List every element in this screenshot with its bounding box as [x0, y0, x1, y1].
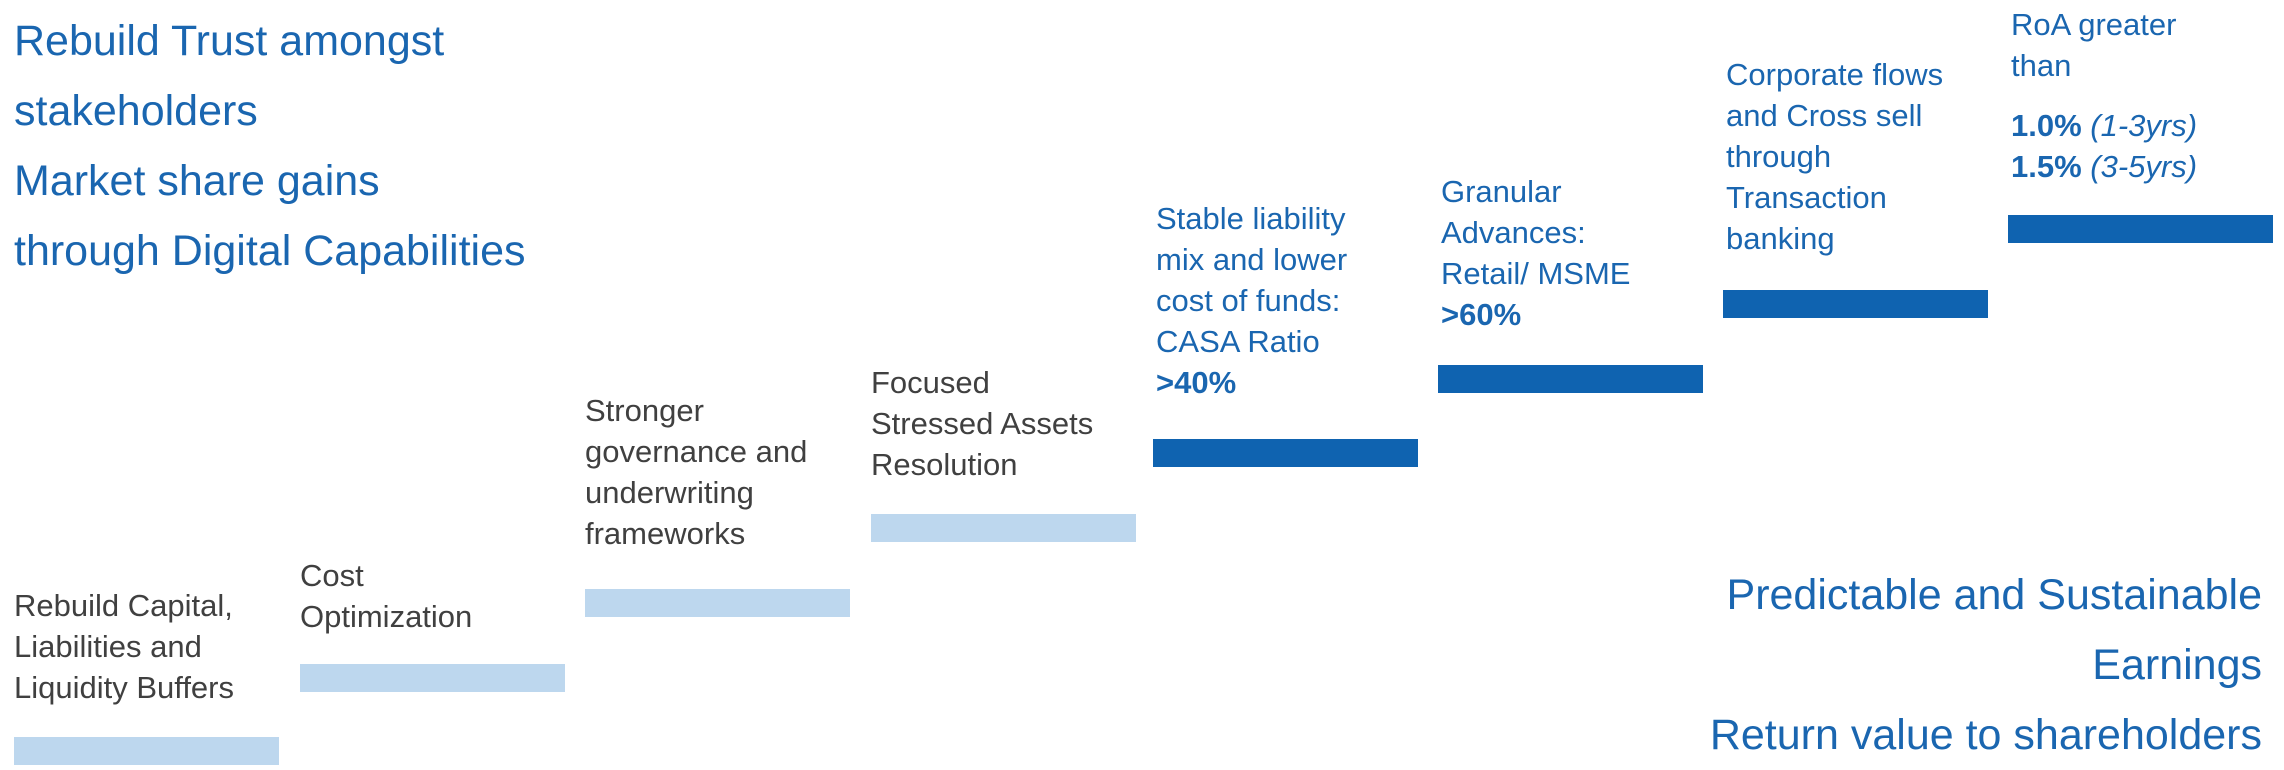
step-label-line: Liabilities and — [14, 629, 202, 664]
step-label-line: governance and — [585, 434, 808, 469]
step-label-line: and Cross sell — [1726, 98, 1923, 133]
headline-top: Rebuild Trust amongst stakeholders Marke… — [14, 6, 526, 286]
headline-top-line: through Digital Capabilities — [14, 227, 526, 275]
step-label-line: Corporate flows — [1726, 57, 1944, 92]
headline-bottom-line: Predictable and Sustainable — [1726, 571, 2262, 619]
headline-top-line: stakeholders — [14, 87, 258, 135]
step-bar — [1723, 290, 1988, 318]
step-label-line: Resolution — [871, 447, 1018, 482]
step-label-line: mix and lower — [1156, 242, 1348, 277]
headline-top-line: Market share gains — [14, 157, 380, 205]
step-label: Cost Optimization — [300, 555, 472, 637]
roa-target-period: (1-3yrs) — [2090, 108, 2198, 143]
step-label-line: than — [2011, 48, 2072, 83]
step-label: RoA greater than — [2011, 4, 2176, 86]
step-label-line: Cost — [300, 558, 364, 593]
roa-target: 1.5% (3-5yrs) — [2011, 146, 2197, 187]
roa-targets: 1.0% (1-3yrs) 1.5% (3-5yrs) — [2011, 105, 2197, 187]
step-label: Stronger governance and underwriting fra… — [585, 390, 807, 554]
headline-top-line: Rebuild Trust amongst — [14, 17, 445, 65]
roa-target-period: (3-5yrs) — [2090, 149, 2198, 184]
step-label-line: Transaction — [1726, 180, 1887, 215]
step-label-line: underwriting — [585, 475, 754, 510]
headline-bottom: Predictable and Sustainable Earnings Ret… — [1710, 560, 2262, 770]
step-label-line: Granular — [1441, 174, 1562, 209]
step-bar — [14, 737, 279, 765]
step-label-line: frameworks — [585, 516, 746, 551]
step-label-line: Optimization — [300, 599, 473, 634]
step-highlight: >60% — [1441, 297, 1522, 332]
roa-target-value: 1.0% — [2011, 108, 2082, 143]
step-label-line: banking — [1726, 221, 1835, 256]
step-label-line: Liquidity Buffers — [14, 670, 234, 705]
step-bar — [871, 514, 1136, 542]
headline-bottom-line: Return value to shareholders — [1709, 711, 2262, 759]
step-label-line: RoA greater — [2011, 7, 2177, 42]
step-highlight: >40% — [1156, 365, 1237, 400]
step-label-line: Focused — [871, 365, 990, 400]
step-bar — [585, 589, 850, 617]
step-label-line: Stressed Assets — [871, 406, 1094, 441]
step-label: Rebuild Capital, Liabilities and Liquidi… — [14, 585, 234, 708]
headline-bottom-line: Earnings — [2092, 641, 2262, 689]
step-label: Corporate flows and Cross sell through T… — [1726, 54, 1943, 259]
step-label-line: Retail/ MSME — [1441, 256, 1631, 291]
step-bar — [1438, 365, 1703, 393]
step-bar — [1153, 439, 1418, 467]
step-bar — [300, 664, 565, 692]
step-label: Granular Advances: Retail/ MSME >60% — [1441, 171, 1630, 335]
step-label-line: cost of funds: — [1156, 283, 1341, 318]
step-bar — [2008, 215, 2273, 243]
step-label: Stable liability mix and lower cost of f… — [1156, 198, 1347, 403]
step-label: Focused Stressed Assets Resolution — [871, 362, 1093, 485]
step-label-line: CASA Ratio — [1156, 324, 1320, 359]
step-label-line: Rebuild Capital, — [14, 588, 233, 623]
roa-target-value: 1.5% — [2011, 149, 2082, 184]
step-label-line: Stable liability — [1156, 201, 1346, 236]
step-label-line: through — [1726, 139, 1832, 174]
roa-target: 1.0% (1-3yrs) — [2011, 105, 2197, 146]
step-label-line: Advances: — [1441, 215, 1586, 250]
step-label-line: Stronger — [585, 393, 704, 428]
